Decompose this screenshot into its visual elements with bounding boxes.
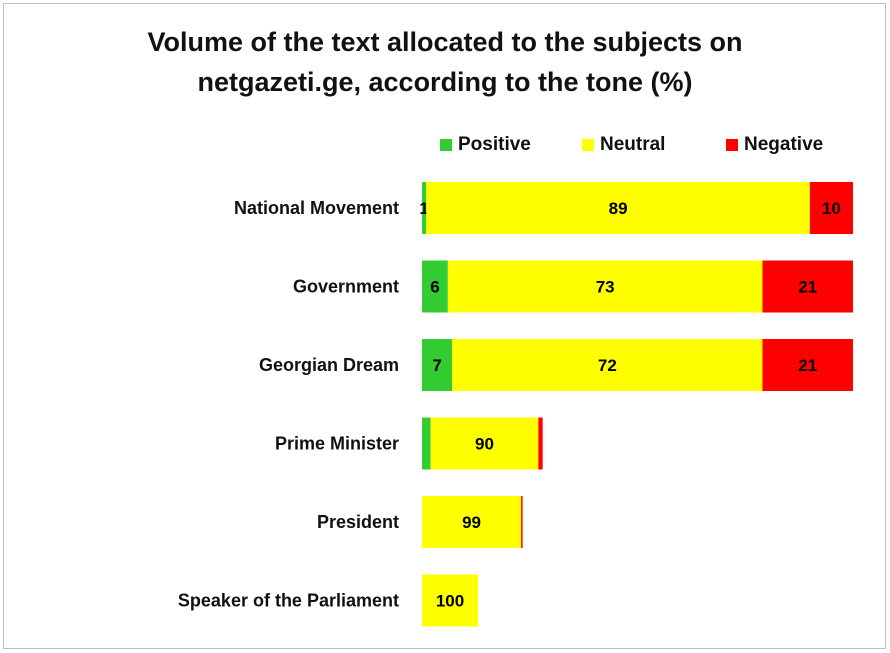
bar-neutral-georgian-dream (452, 339, 763, 391)
bar-neutral-prime-minister (430, 417, 539, 470)
bar-negative-georgian-dream (762, 339, 853, 391)
legend-label-neutral: Neutral (600, 134, 666, 155)
data-label-neutral-president: 99 (462, 513, 481, 532)
bar-negative-government (762, 260, 853, 313)
data-label-negative-national-movement: 10 (822, 199, 841, 218)
category-label-government: Government (293, 277, 399, 297)
legend-item-negative: Negative (726, 134, 823, 156)
chart-title-line-1: Volume of the text allocated to the subj… (147, 27, 743, 57)
data-label-neutral-speaker-of-the-parliament: 100 (436, 592, 464, 611)
legend-item-positive: Positive (440, 134, 531, 156)
bar-neutral-speaker-of-the-parliament (422, 574, 479, 627)
legend-swatch-neutral (582, 139, 594, 151)
legend-swatch-negative (726, 139, 738, 151)
bar-neutral-president (422, 496, 522, 548)
data-label-negative-government: 21 (798, 278, 817, 297)
chart-title: Volume of the text allocated to the subj… (0, 22, 890, 102)
chart-legend: Positive Neutral Negative (0, 134, 890, 158)
bar-positive-georgian-dream (422, 339, 453, 391)
data-label-negative-georgian-dream: 21 (798, 356, 817, 375)
bar-negative-national-movement (809, 182, 853, 234)
legend-label-negative: Negative (744, 134, 824, 155)
category-label-national-movement: National Movement (234, 198, 399, 218)
data-label-neutral-national-movement: 89 (609, 199, 628, 218)
bar-negative-prime-minister (538, 417, 543, 470)
data-label-neutral-georgian-dream: 72 (598, 356, 617, 375)
bar-neutral-government (447, 260, 763, 313)
data-label-positive-government: 6 (430, 278, 439, 297)
bar-positive-government (422, 260, 448, 313)
category-label-speaker-of-the-parliament: Speaker of the Parliament (178, 591, 399, 611)
bar-positive-prime-minister (422, 417, 431, 470)
category-label-president: President (317, 512, 399, 532)
category-label-prime-minister: Prime Minister (275, 434, 399, 454)
legend-swatch-positive (440, 139, 452, 151)
legend-item-neutral: Neutral (582, 134, 665, 156)
data-label-positive-georgian-dream: 7 (432, 356, 441, 375)
category-label-georgian-dream: Georgian Dream (259, 355, 399, 375)
chart-title-line-2: netgazeti.ge, according to the tone (%) (197, 67, 693, 97)
data-label-neutral-prime-minister: 90 (475, 435, 494, 454)
data-label-neutral-government: 73 (596, 278, 615, 297)
bar-positive-national-movement (422, 182, 427, 234)
data-label-positive-national-movement: 1 (419, 199, 428, 218)
bar-negative-president (521, 496, 523, 548)
legend-label-positive: Positive (458, 134, 531, 155)
bar-neutral-national-movement (426, 182, 810, 234)
